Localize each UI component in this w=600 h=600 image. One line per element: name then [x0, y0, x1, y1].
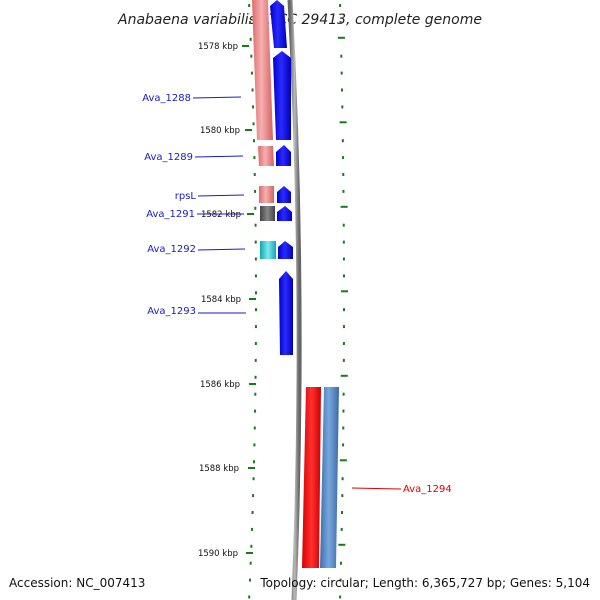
gene-label-text[interactable]: Ava_1291	[146, 209, 195, 220]
gene-block-rpsl[interactable]	[259, 186, 274, 203]
label-ava-1294[interactable]: Ava_1294	[351, 484, 452, 495]
tick-label: 1586 kbp	[200, 380, 240, 390]
cds-arrow-track	[270, 0, 293, 355]
cds-arrow-ava-1288[interactable]	[273, 51, 291, 140]
tick-1590: 1590 kbp	[198, 549, 253, 559]
gene-block-ava-1294[interactable]	[302, 387, 321, 568]
gene-block-ava-1292[interactable]	[260, 241, 276, 259]
map-title: Anabaena variabilis ATCC 29413, complete…	[117, 12, 482, 28]
label-ava-1292[interactable]: Ava_1292	[147, 244, 246, 255]
cds-arrow-rpsl[interactable]	[277, 186, 291, 203]
gene-block-ava-1291[interactable]	[260, 206, 275, 221]
accession-text: Accession: NC_007413	[9, 576, 145, 590]
cds-arrow-top[interactable]	[270, 0, 287, 48]
tick-label: 1578 kbp	[198, 42, 238, 52]
salmon-gene-track	[252, 0, 276, 259]
cds-block-ava-1294[interactable]	[320, 387, 339, 568]
gene-label-text[interactable]: Ava_1294	[403, 484, 452, 495]
cds-arrow-ava-1291[interactable]	[277, 206, 292, 221]
gene-labels: Ava_1288 Ava_1289 rpsL Ava_1291 Ava_1292…	[142, 93, 452, 495]
tick-1584: 1584 kbp	[201, 295, 256, 305]
inner-tick-ring	[248, 4, 257, 599]
gene-ava-1294-blocks	[302, 387, 339, 568]
tick-label: 1582 kbp	[201, 210, 241, 220]
tick-label: 1580 kbp	[200, 126, 240, 136]
gene-block-ava-1288[interactable]	[252, 0, 273, 140]
label-rpsl[interactable]: rpsL	[175, 191, 245, 202]
gene-label-text[interactable]: Ava_1292	[147, 244, 196, 255]
genome-summary-text: Topology: circular; Length: 6,365,727 bp…	[259, 576, 590, 590]
genome-backbone	[287, 0, 302, 600]
tick-1588: 1588 kbp	[199, 464, 255, 474]
tick-1582: 1582 kbp	[201, 210, 254, 220]
scale-ticks: 1578 kbp 1580 kbp 1582 kbp 1584 kbp 1586…	[198, 42, 256, 559]
outer-tick-ring	[337, 4, 348, 599]
label-ava-1288[interactable]: Ava_1288	[142, 93, 242, 104]
tick-1578: 1578 kbp	[198, 42, 249, 52]
gene-label-text[interactable]: Ava_1289	[144, 152, 193, 163]
gene-label-text[interactable]: rpsL	[175, 191, 197, 202]
cds-arrow-ava-1292[interactable]	[278, 241, 293, 259]
gene-label-text[interactable]: Ava_1288	[142, 93, 191, 104]
label-ava-1291[interactable]: Ava_1291	[146, 209, 244, 220]
tick-label: 1584 kbp	[201, 295, 241, 305]
tick-1586: 1586 kbp	[200, 380, 256, 390]
cds-arrow-ava-1289[interactable]	[276, 145, 291, 166]
cds-arrow-ava-1293[interactable]	[279, 271, 293, 355]
gene-block-ava-1289[interactable]	[258, 146, 274, 166]
tick-label: 1588 kbp	[199, 464, 239, 474]
tick-1580: 1580 kbp	[200, 126, 252, 136]
tick-label: 1590 kbp	[198, 549, 238, 559]
label-ava-1289[interactable]: Ava_1289	[144, 152, 244, 163]
label-ava-1293[interactable]: Ava_1293	[147, 306, 246, 317]
gene-label-text[interactable]: Ava_1293	[147, 306, 196, 317]
